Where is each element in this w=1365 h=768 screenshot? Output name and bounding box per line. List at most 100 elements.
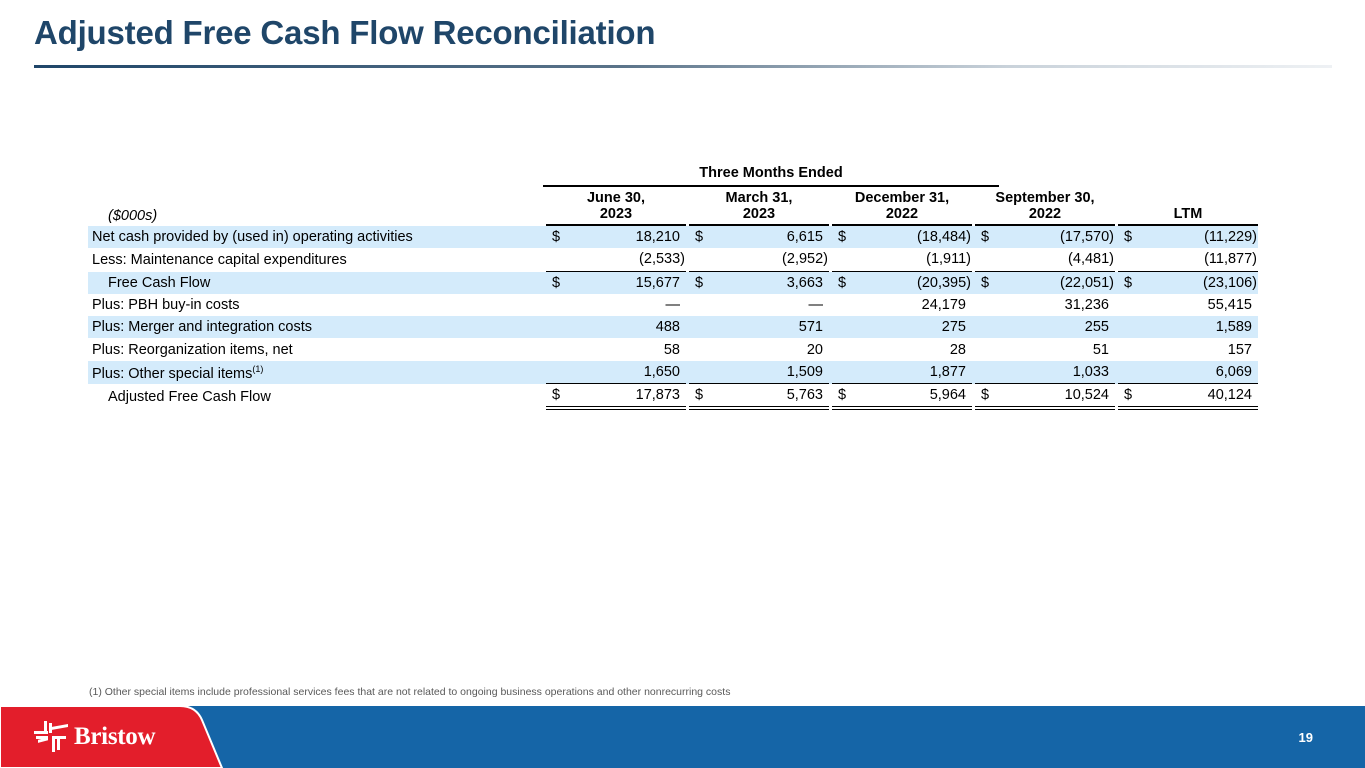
cell-value: (17,570) (999, 226, 1115, 249)
currency-symbol (975, 360, 999, 385)
currency-symbol (1118, 360, 1142, 385)
currency-symbol: $ (975, 384, 999, 411)
currency-symbol (832, 316, 856, 339)
cell-value: (18,484) (856, 226, 972, 249)
footer-red-panel (0, 706, 224, 768)
cell-value: (2,952) (713, 248, 829, 272)
cell-value: 17,873 (570, 384, 686, 411)
currency-symbol (546, 248, 570, 272)
cell-value: 51 (1092, 341, 1109, 358)
currency-symbol (1118, 248, 1142, 272)
currency-symbol (689, 248, 713, 272)
row-label-text: Plus: Other special items (92, 365, 253, 382)
currency-symbol (1118, 316, 1142, 339)
currency-symbol (546, 338, 570, 360)
table-row: Less: Maintenance capital expenditures (2… (88, 248, 1258, 272)
row-label-text: Adjusted Free Cash Flow (108, 389, 271, 406)
column-header: March 31, 2023 (689, 187, 829, 226)
cell-value: — (808, 297, 824, 314)
cell-value: 5,964 (856, 384, 972, 411)
currency-symbol (832, 338, 856, 360)
cell-value: — (665, 297, 681, 314)
cell-value: 1,033 (999, 360, 1115, 385)
page-number: 19 (1298, 730, 1313, 745)
row-label: Net cash provided by (used in) operating… (88, 226, 543, 249)
cell-value: 15,677 (570, 271, 686, 294)
row-label-text: Plus: Merger and integration costs (92, 319, 313, 336)
currency-symbol (546, 316, 570, 339)
currency-symbol: $ (546, 271, 570, 294)
currency-symbol: $ (975, 271, 999, 294)
cell-value: 3,663 (713, 271, 829, 294)
currency-symbol (1118, 294, 1142, 316)
currency-symbol: $ (689, 226, 713, 249)
cell-value: 1,509 (713, 360, 829, 385)
currency-symbol: $ (832, 226, 856, 249)
row-label-text: Plus: PBH buy-in costs (92, 297, 240, 314)
column-header-line1: September 30, (995, 190, 1095, 206)
currency-symbol: $ (1118, 384, 1142, 411)
table-row: Plus: Reorganization items, net 58 20 28 51 1… (88, 338, 1258, 360)
table-row: Plus: Other special items(1) 1,650 1,509 1,… (88, 360, 1258, 385)
cell-value: 58 (663, 341, 680, 358)
cell-value: (1,911) (856, 248, 972, 272)
footnote: (1) Other special items include professi… (89, 686, 731, 698)
currency-symbol (546, 360, 570, 385)
table-row: Net cash provided by (used in) operating… (88, 226, 1258, 249)
currency-symbol (689, 338, 713, 360)
column-header: December 31, 2022 (832, 187, 972, 226)
currency-symbol: $ (975, 226, 999, 249)
column-header-line1: June 30, (586, 190, 646, 206)
row-label: Free Cash Flow (88, 271, 543, 294)
cell-value: 1,877 (856, 360, 972, 385)
table-row: Free Cash Flow $15,677 $3,663 $ (20,395) $ (22… (88, 271, 1258, 294)
row-label-text: Plus: Reorganization items, net (92, 341, 293, 358)
currency-symbol (689, 294, 713, 316)
cell-value: (20,395) (856, 271, 972, 294)
row-label: Plus: Reorganization items, net (88, 338, 543, 360)
table-row: Adjusted Free Cash Flow $17,873 $5,763 $5,9… (88, 384, 1258, 411)
cell-value: 20 (806, 341, 823, 358)
bristow-logo-icon (34, 721, 68, 752)
table-row: Plus: Merger and integration costs 488 571… (88, 316, 1258, 339)
cell-value: 6,615 (713, 226, 829, 249)
cell-value: (11,229) (1142, 226, 1258, 249)
currency-symbol (975, 294, 999, 316)
currency-symbol: $ (1118, 271, 1142, 294)
currency-symbol: $ (1118, 226, 1142, 249)
cell-value: 275 (856, 316, 972, 339)
brand-name: Bristow (74, 723, 156, 750)
cell-value: 1,589 (1142, 316, 1258, 339)
cell-value: 18,210 (570, 226, 686, 249)
bristow-logo: Bristow (34, 721, 156, 753)
currency-symbol (832, 360, 856, 385)
column-header-line2: 2023 (742, 206, 776, 222)
row-label: Plus: PBH buy-in costs (88, 294, 543, 316)
title-divider (34, 65, 1332, 68)
cell-value: 31,236 (1064, 297, 1109, 314)
column-header: September 30, 2022 (975, 187, 1115, 226)
group-header: Three Months Ended (543, 165, 999, 187)
row-label: Adjusted Free Cash Flow (88, 384, 543, 410)
currency-symbol: $ (546, 384, 570, 411)
currency-symbol (546, 294, 570, 316)
currency-symbol: $ (546, 226, 570, 249)
currency-symbol (689, 316, 713, 339)
currency-symbol: $ (832, 384, 856, 411)
currency-symbol (689, 360, 713, 385)
currency-symbol (975, 338, 999, 360)
currency-symbol (832, 294, 856, 316)
cell-value: 55,415 (1207, 297, 1252, 314)
column-header-line2: 2022 (1028, 206, 1062, 222)
row-label: Plus: Merger and integration costs (88, 316, 543, 339)
cell-value: 24,179 (921, 297, 966, 314)
currency-symbol (975, 248, 999, 272)
column-header: June 30, 2023 (546, 187, 686, 226)
cell-value: 488 (570, 316, 686, 339)
footer-bar (0, 706, 1365, 768)
page-title: Adjusted Free Cash Flow Reconciliation (34, 14, 656, 51)
cell-value: (11,877) (1142, 248, 1258, 272)
cell-value: (22,051) (999, 271, 1115, 294)
cell-value: (2,533) (570, 248, 686, 272)
cell-value: 1,650 (570, 360, 686, 385)
